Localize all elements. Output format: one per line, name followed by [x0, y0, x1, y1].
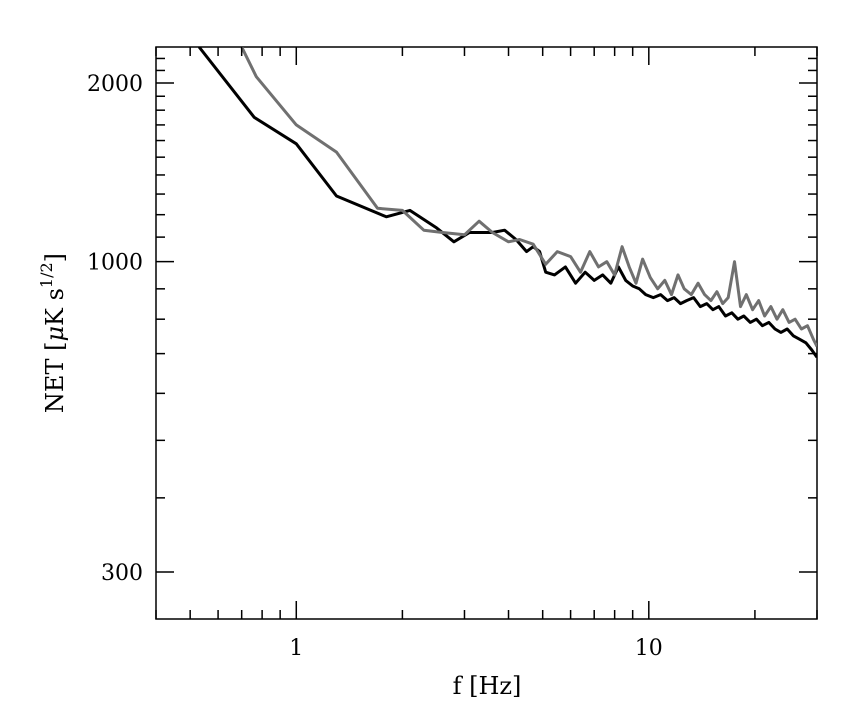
- plot-frame: [155, 46, 818, 620]
- y-axis-label-close: ]: [41, 253, 69, 262]
- x-tick-label: 1: [289, 636, 303, 661]
- tick-group: 1 10 300 1000 2000: [87, 47, 818, 661]
- plot-frame-group: [155, 46, 818, 620]
- series-group: [197, 47, 817, 359]
- y-tick-label: 300: [101, 561, 143, 586]
- series-line-2: [240, 47, 817, 348]
- y-axis-label: NET [μK s1/2]: [37, 253, 69, 413]
- y-tick-label: 1000: [87, 251, 143, 276]
- x-tick-label: 10: [635, 636, 663, 661]
- y-axis-label-unit: K s: [41, 288, 69, 326]
- y-axis-label-mu: μ: [41, 326, 69, 342]
- y-tick-label: 2000: [87, 72, 143, 97]
- series-line-1: [197, 47, 817, 359]
- y-axis-label-exponent: 1/2: [37, 262, 56, 288]
- x-axis-label: f [Hz]: [453, 672, 522, 700]
- y-axis-label-main: NET [: [41, 342, 69, 414]
